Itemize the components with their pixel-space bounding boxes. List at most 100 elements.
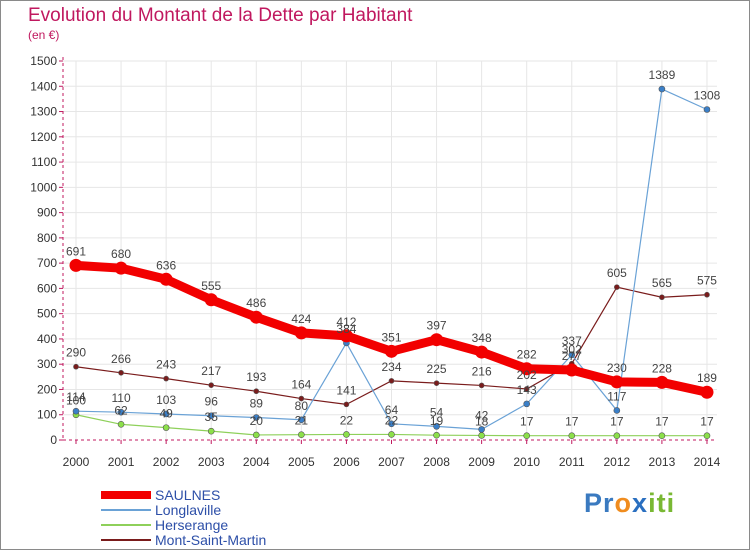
data-label: 189 [697,371,717,385]
y-tick-label: 100 [37,408,57,422]
data-label: 202 [517,368,537,382]
data-point [704,291,710,298]
data-point [163,375,169,382]
data-point [703,106,711,113]
data-point [294,326,308,340]
data-label: 397 [427,319,447,333]
data-label: 216 [472,364,492,378]
data-point [478,382,485,389]
legend-item-longlaville: Longlaville [101,501,222,518]
x-tick-label: 2001 [108,455,135,469]
data-point [523,400,531,408]
data-label: 691 [66,244,86,258]
data-label: 114 [66,390,85,404]
y-tick-label: 400 [37,332,57,346]
data-label: 412 [336,315,356,329]
legend-item-herserange: Herserange [101,516,229,533]
y-tick-label: 1300 [30,105,57,119]
data-point [703,432,711,440]
logo-letter: i [648,488,657,518]
data-point [207,427,215,435]
x-tick-label: 2005 [288,455,315,469]
y-tick-label: 600 [37,281,57,295]
data-label: 80 [295,399,309,413]
data-point [658,85,666,93]
data-label: 110 [111,391,130,405]
data-point [118,369,124,376]
data-label: 20 [250,414,264,428]
data-label: 21 [295,414,309,428]
data-point [700,385,714,399]
data-label: 143 [517,383,537,397]
data-label: 17 [655,415,669,429]
data-point [162,424,170,431]
data-point [658,432,666,440]
data-label: 42 [475,408,489,422]
data-point [343,401,350,408]
data-label: 302 [562,343,582,357]
y-tick-label: 1100 [31,155,57,169]
data-point [659,294,665,301]
y-tick-label: 1500 [30,54,57,68]
chart-title: Evolution du Montant de la Dette par Hab… [28,5,413,26]
data-label: 117 [607,389,626,403]
x-tick-label: 2014 [694,455,721,469]
data-label: 228 [652,361,672,375]
data-label: 22 [340,413,354,427]
data-label: 266 [111,352,131,366]
y-tick-label: 1000 [30,180,57,194]
data-point [114,261,128,275]
data-label: 605 [607,266,627,280]
data-point [613,407,621,414]
data-label: 164 [291,378,311,392]
logo-letter: o [614,488,633,518]
data-label: 96 [205,395,219,409]
data-point [252,431,260,439]
data-point [73,363,79,370]
data-label: 384 [336,322,356,336]
data-point [339,329,353,343]
y-tick-label: 900 [37,206,57,220]
data-label: 290 [66,346,86,360]
data-point [433,431,440,439]
data-label: 35 [205,410,219,424]
data-label: 141 [336,383,356,397]
data-label: 18 [475,414,489,428]
data-point [523,386,530,392]
data-point [523,432,531,440]
y-tick-label: 0 [50,433,57,447]
y-tick-label: 800 [37,231,57,245]
x-tick-label: 2003 [198,455,225,469]
data-label: 17 [565,415,579,429]
data-label: 680 [111,247,131,261]
legend-swatch-longlaville [101,508,151,511]
data-label: 17 [700,415,714,429]
legend-item-mont-saint-martin: Mont-Saint-Martin [101,532,266,548]
data-label: 54 [430,405,444,419]
data-point [475,345,489,359]
data-point [433,423,440,430]
legend-label-longlaville: Longlaville [155,501,222,518]
data-label: 243 [156,358,176,372]
data-label: 234 [381,360,401,374]
data-point [655,375,669,389]
logo-letter: r [603,488,615,518]
data-label: 351 [381,330,401,344]
x-tick-label: 2010 [513,455,540,469]
y-tick-label: 500 [37,307,57,321]
data-point [478,432,485,439]
data-point [162,410,170,418]
unit-label: (en €) [28,28,60,42]
data-point [298,431,305,438]
data-point [568,432,576,440]
data-point [614,284,620,290]
data-label: 1308 [694,89,721,103]
data-label: 636 [156,258,176,272]
data-label: 17 [520,415,534,429]
data-label: 575 [697,274,717,288]
legend-label-herserange: Herserange [155,516,229,533]
data-point [117,421,125,428]
legend-swatch-mont-saint-martin [101,538,151,541]
x-tick-label: 2009 [468,455,495,469]
y-tick-label: 1400 [30,79,57,93]
